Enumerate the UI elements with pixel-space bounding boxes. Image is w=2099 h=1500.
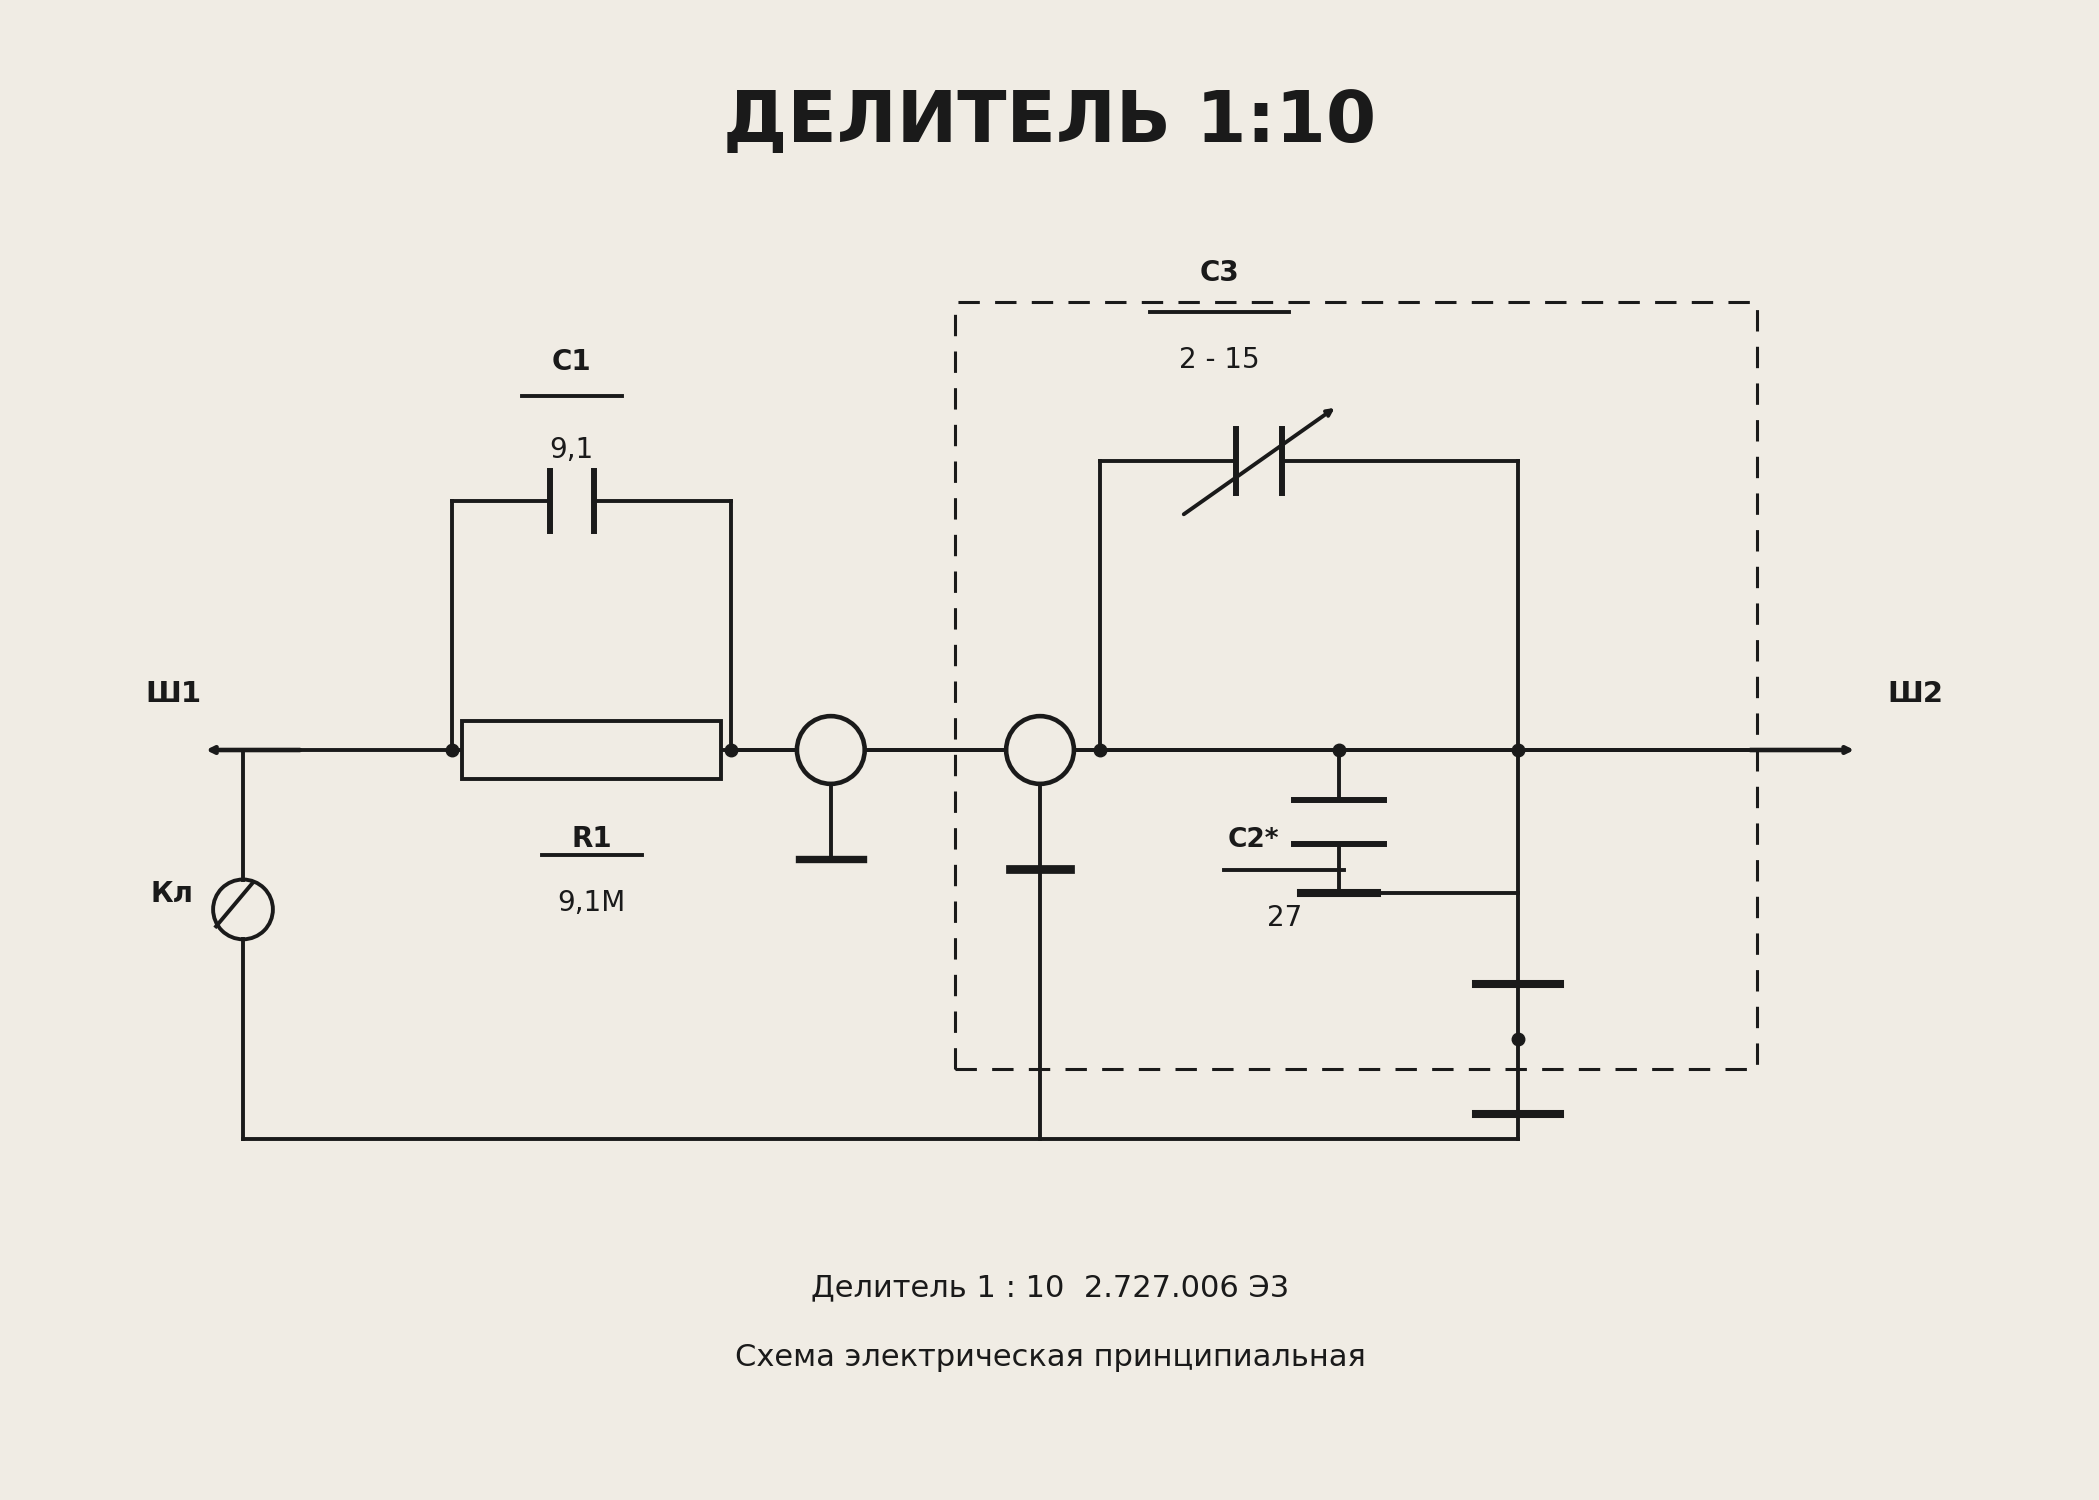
Text: Кл: Кл (151, 880, 193, 909)
Text: Делитель 1 : 10  2.727.006 Э3: Делитель 1 : 10 2.727.006 Э3 (810, 1274, 1289, 1302)
Text: R1: R1 (571, 825, 613, 852)
Text: Ш2: Ш2 (1887, 680, 1944, 708)
Text: Схема электрическая принципиальная: Схема электрическая принципиальная (735, 1342, 1366, 1372)
Text: 27: 27 (1266, 904, 1301, 933)
Text: ДЕЛИТЕЛЬ 1:10: ДЕЛИТЕЛЬ 1:10 (724, 88, 1377, 158)
Text: Ш1: Ш1 (145, 680, 202, 708)
Bar (955, 302, 1757, 1070)
Text: C2*: C2* (1228, 827, 1278, 852)
Text: C1: C1 (552, 348, 592, 376)
Text: 9,1: 9,1 (550, 436, 594, 463)
Text: 9,1М: 9,1М (558, 890, 626, 918)
Text: C3: C3 (1199, 258, 1238, 286)
Text: 2 - 15: 2 - 15 (1180, 346, 1259, 375)
Bar (462, 722, 722, 778)
